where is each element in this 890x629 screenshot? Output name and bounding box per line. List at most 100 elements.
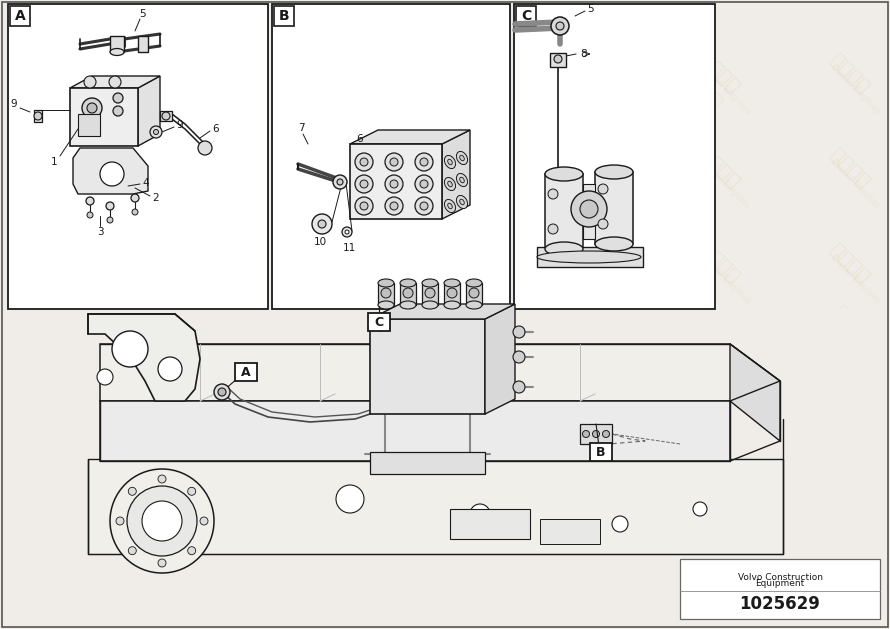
Text: Diesel-Engines: Diesel-Engines	[698, 253, 752, 307]
Bar	[550, 53, 566, 67]
Text: Diesel-Engines: Diesel-Engines	[48, 253, 101, 307]
Circle shape	[415, 153, 433, 171]
Circle shape	[593, 430, 600, 438]
Circle shape	[554, 55, 562, 63]
Text: 紫发动力: 紫发动力	[437, 51, 483, 97]
Text: 紫发动力: 紫发动力	[177, 526, 223, 572]
Text: 4: 4	[142, 178, 150, 188]
Text: Diesel-Engines: Diesel-Engines	[48, 538, 101, 592]
Polygon shape	[100, 344, 780, 401]
Ellipse shape	[444, 177, 456, 191]
Text: 6: 6	[213, 124, 219, 134]
Text: 紫发动力: 紫发动力	[827, 51, 873, 97]
Ellipse shape	[457, 196, 467, 209]
Text: 紫发动力: 紫发动力	[177, 336, 223, 382]
Text: A: A	[241, 365, 251, 379]
Circle shape	[142, 501, 182, 541]
Bar	[0, 309, 890, 629]
Ellipse shape	[422, 279, 438, 287]
Text: 紫发动力: 紫发动力	[177, 146, 223, 192]
Text: 7: 7	[297, 123, 304, 133]
Text: 紫发动力: 紫发动力	[9, 453, 61, 505]
Ellipse shape	[444, 155, 456, 169]
Bar	[516, 6, 536, 26]
Text: 紫发动力: 紫发动力	[414, 53, 466, 105]
Circle shape	[582, 430, 589, 438]
Circle shape	[415, 175, 433, 193]
Circle shape	[158, 357, 182, 381]
Bar	[78, 114, 100, 136]
Bar	[235, 363, 257, 381]
Text: 紫发动力: 紫发动力	[307, 241, 353, 287]
Circle shape	[86, 197, 94, 205]
Ellipse shape	[444, 199, 456, 213]
Circle shape	[158, 559, 166, 567]
Text: 紫发动力: 紫发动力	[177, 51, 223, 97]
Bar	[545, 174, 583, 249]
Text: 紫发动力: 紫发动力	[437, 336, 483, 382]
Bar	[680, 559, 880, 619]
Text: Diesel-Engines: Diesel-Engines	[698, 348, 752, 402]
Bar	[8, 4, 268, 309]
Bar	[444, 283, 460, 305]
Text: Diesel-Engines: Diesel-Engines	[48, 158, 101, 212]
Text: 紫发动力: 紫发动力	[827, 146, 873, 192]
Text: Diesel-Engines: Diesel-Engines	[308, 63, 362, 117]
Text: Volvo Construction: Volvo Construction	[738, 572, 822, 581]
Circle shape	[188, 487, 196, 495]
Ellipse shape	[378, 301, 394, 309]
Circle shape	[336, 485, 364, 513]
Circle shape	[128, 547, 136, 555]
Circle shape	[469, 288, 479, 298]
Circle shape	[420, 202, 428, 210]
Text: Diesel-Engines: Diesel-Engines	[828, 348, 882, 402]
Circle shape	[556, 22, 564, 30]
Text: 6: 6	[357, 134, 363, 144]
Text: Diesel-Engines: Diesel-Engines	[828, 158, 882, 212]
Circle shape	[84, 76, 96, 88]
Text: 紫发动力: 紫发动力	[307, 51, 353, 97]
Text: Diesel-Engines: Diesel-Engines	[828, 63, 882, 117]
Bar	[450, 509, 530, 539]
Text: 紫发动力: 紫发动力	[827, 526, 873, 572]
Text: 紫发动力: 紫发动力	[46, 241, 93, 287]
Bar	[350, 144, 442, 219]
Circle shape	[132, 209, 138, 215]
Polygon shape	[100, 401, 730, 461]
Circle shape	[337, 179, 343, 185]
Bar	[583, 184, 595, 239]
Text: 紫发动力: 紫发动力	[827, 336, 873, 382]
Text: 8: 8	[580, 49, 587, 59]
Text: 紫发动力: 紫发动力	[46, 431, 93, 477]
Text: 5: 5	[587, 4, 594, 14]
Ellipse shape	[400, 301, 416, 309]
Text: Diesel-Engines: Diesel-Engines	[568, 63, 622, 117]
Bar	[370, 452, 485, 474]
Text: Diesel-Engines: Diesel-Engines	[48, 63, 101, 117]
Circle shape	[342, 227, 352, 237]
Polygon shape	[442, 130, 470, 219]
Circle shape	[128, 487, 136, 495]
Text: Diesel-Engines: Diesel-Engines	[178, 348, 232, 402]
Circle shape	[580, 200, 598, 218]
Circle shape	[360, 180, 368, 188]
Text: Diesel-Engines: Diesel-Engines	[828, 443, 882, 497]
Text: 紫发动力: 紫发动力	[307, 146, 353, 192]
Circle shape	[131, 194, 139, 202]
Ellipse shape	[537, 251, 641, 263]
Text: C: C	[375, 316, 384, 328]
Text: 紫发动力: 紫发动力	[697, 526, 743, 572]
Bar	[400, 283, 416, 305]
Circle shape	[188, 547, 196, 555]
Ellipse shape	[595, 165, 633, 179]
Ellipse shape	[448, 159, 452, 165]
Text: 紫发动力: 紫发动力	[567, 51, 613, 97]
Circle shape	[82, 98, 102, 118]
Circle shape	[318, 220, 326, 228]
Polygon shape	[70, 76, 160, 88]
Bar	[378, 283, 394, 305]
Bar	[540, 519, 600, 544]
Text: 紫发动力: 紫发动力	[437, 241, 483, 287]
Text: 3: 3	[97, 227, 103, 237]
Text: 紫发动力: 紫发动力	[697, 241, 743, 287]
